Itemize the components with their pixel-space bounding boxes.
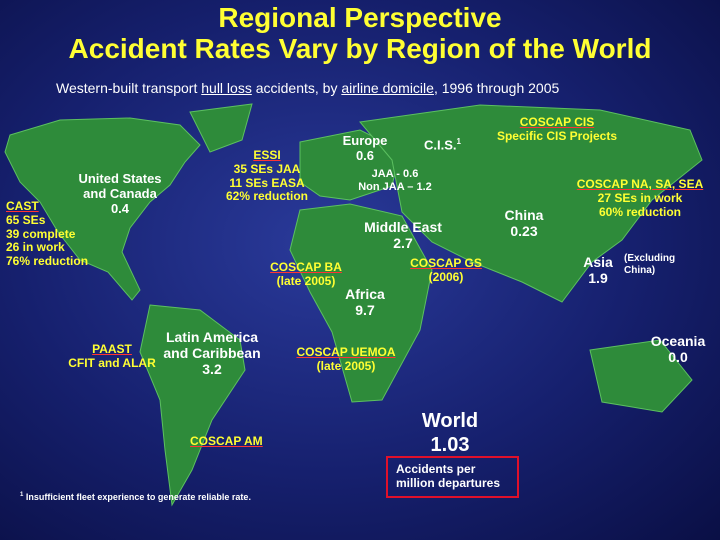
cis: C.I.S.1 xyxy=(424,137,461,153)
label-line: COSCAP UEMOA xyxy=(296,345,396,359)
label-line: 1.03 xyxy=(430,434,470,456)
asia-note: (Excluding China) xyxy=(624,253,675,276)
footnote-mark: 1 xyxy=(456,137,461,146)
label-line: (late 2005) xyxy=(316,358,376,373)
essi: ESSI 35 SEs JAA 11 SEs EASA 62% reduction xyxy=(212,148,322,204)
label-line: 0.23 xyxy=(510,223,538,240)
label-line: 1.9 xyxy=(588,270,608,287)
paast: PAAST CFIT and ALAR xyxy=(60,342,164,371)
label-line: COSCAP GS xyxy=(410,256,482,270)
cis-split: JAA - 0.6 Non JAA – 1.2 xyxy=(350,168,440,193)
label-line: (2006) xyxy=(428,269,464,284)
coscap-gs: COSCAP GS (2006) xyxy=(400,256,492,285)
label-line: 35 SEs JAA xyxy=(233,161,301,176)
units: Accidents per million departures xyxy=(396,462,501,491)
oceania: Oceania 0.0 xyxy=(640,333,716,365)
label-line: Non JAA – 1.2 xyxy=(358,180,432,193)
china: China 0.23 xyxy=(498,207,550,239)
label-line: China) xyxy=(624,264,656,276)
label-line: (Excluding xyxy=(624,253,676,264)
label-line: 76% reduction xyxy=(6,254,89,269)
coscap-cis: COSCAP CIS Specific CIS Projects xyxy=(486,115,628,144)
label-line: 0.4 xyxy=(110,200,130,216)
europe: Europe 0.6 xyxy=(335,133,395,164)
subtitle-part: airline domicile xyxy=(341,80,434,96)
greenland xyxy=(189,103,253,153)
label-line: COSCAP BA xyxy=(270,260,342,274)
label-line: Europe xyxy=(342,133,388,148)
label-line: and Canada xyxy=(83,185,157,201)
label-line: Latin America xyxy=(165,329,259,345)
label-line: Middle East xyxy=(364,219,442,235)
label-line: and Caribbean xyxy=(163,345,261,362)
label-line: 0.6 xyxy=(355,147,375,163)
title-line: Regional Perspective xyxy=(218,2,502,33)
label-line: World xyxy=(421,410,479,432)
continents xyxy=(4,103,703,507)
label-line: COSCAP NA, SA, SEA xyxy=(576,177,704,191)
label-line: 0.0 xyxy=(668,349,688,366)
europe xyxy=(299,129,401,201)
africa xyxy=(289,203,433,403)
label-line: (late 2005) xyxy=(276,273,336,288)
label-line: 60% reduction xyxy=(598,204,682,219)
title-line: Accident Rates Vary by Region of the Wor… xyxy=(68,33,652,65)
label-line: JAA - 0.6 xyxy=(371,168,419,180)
north-america xyxy=(4,117,201,301)
label-line: million departures xyxy=(396,475,501,490)
australia xyxy=(589,339,693,413)
label-line: Oceania xyxy=(650,333,706,349)
asia: Asia 1.9 xyxy=(578,254,618,286)
label-line: 39 complete xyxy=(6,226,76,241)
coscap-am: COSCAP AM xyxy=(190,434,263,449)
cis-label: C.I.S. xyxy=(424,137,457,153)
label-line: COSCAP AM xyxy=(190,434,263,448)
footnote-mark: 1 xyxy=(20,492,24,498)
subtitle-part: accidents, by xyxy=(251,80,342,96)
label-line: 27 SEs in work xyxy=(597,190,683,205)
label-line: 62% reduction xyxy=(225,189,309,204)
label-line: 11 SEs EASA xyxy=(229,175,305,190)
label-line: COSCAP CIS xyxy=(519,115,595,129)
label-line: CAST xyxy=(6,199,39,213)
africa: Africa 9.7 xyxy=(340,286,390,318)
middle-east: Middle East 2.7 xyxy=(358,219,448,251)
label-line: PAAST xyxy=(92,342,132,356)
label-line: 3.2 xyxy=(202,361,222,378)
asia xyxy=(359,104,703,303)
coscap-na-sa-sea: COSCAP NA, SA, SEA 27 SEs in work 60% redu… xyxy=(560,177,720,219)
label-line: Asia xyxy=(583,254,613,270)
world: World 1.03 xyxy=(405,409,495,457)
subtitle-part: , 1996 through 2005 xyxy=(433,80,560,96)
coscap-uemoa: COSCAP UEMOA (late 2005) xyxy=(290,345,402,374)
subtitle-part: Western-built transport xyxy=(56,80,202,96)
label-line: 65 SEs xyxy=(6,212,46,227)
footnote: 1 Insufficient fleet experience to gener… xyxy=(20,492,251,502)
label-line: China xyxy=(504,207,544,223)
label-line: Specific CIS Projects xyxy=(496,128,618,143)
title: Regional Perspective Accident Rates Vary… xyxy=(0,2,720,65)
label-line: Africa xyxy=(345,286,385,302)
label-line: 2.7 xyxy=(393,235,413,252)
label-line: CFIT and ALAR xyxy=(68,355,156,370)
footnote-text: Insufficient fleet experience to generat… xyxy=(25,492,251,502)
us-canada: United States and Canada 0.4 xyxy=(70,171,170,217)
label-line: 9.7 xyxy=(355,302,375,319)
subtitle: Western-built transport hull loss accide… xyxy=(56,80,559,96)
subtitle-part: hull loss xyxy=(201,80,252,96)
coscap-ba: COSCAP BA (late 2005) xyxy=(260,260,352,289)
south-america xyxy=(139,304,246,507)
latin-america: Latin America and Caribbean 3.2 xyxy=(152,329,272,377)
label-line: United States xyxy=(78,171,162,186)
label-line: Accidents per xyxy=(396,462,476,476)
label-line: 26 in work xyxy=(6,240,65,255)
cast: CAST 65 SEs 39 complete 26 in work 76% reduc… xyxy=(6,199,89,269)
units-box xyxy=(386,456,519,498)
label-line: ESSI xyxy=(253,148,281,162)
